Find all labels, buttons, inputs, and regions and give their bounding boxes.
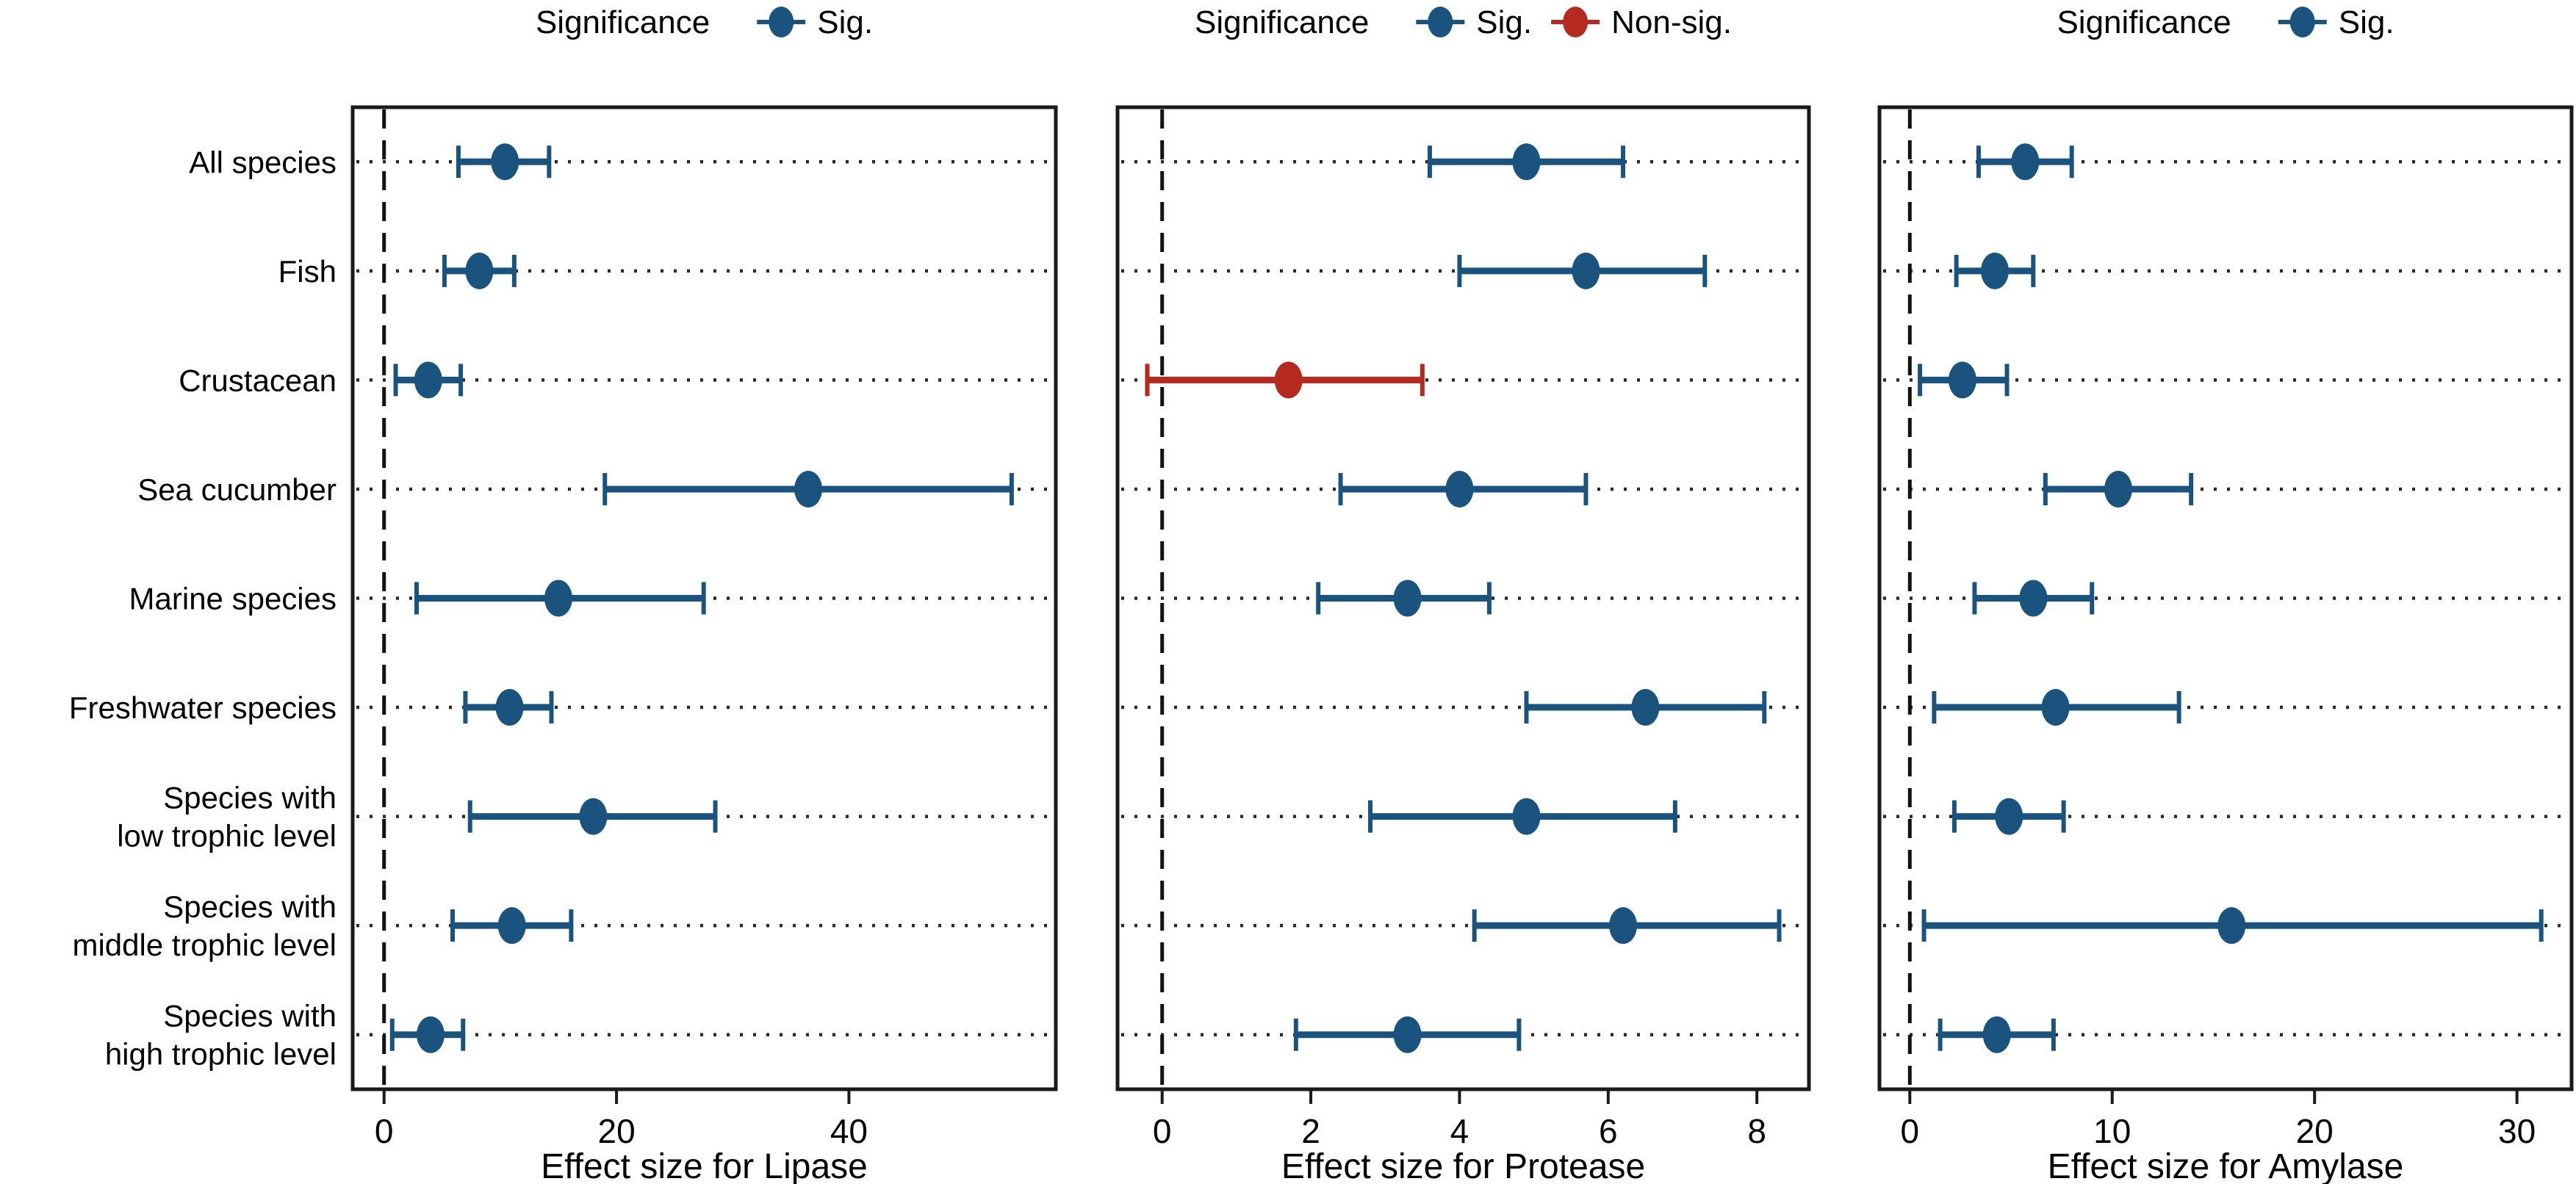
y-axis-category-label: Species with middle trophic level	[72, 889, 337, 962]
panel-legend: Significance Sig.	[536, 4, 873, 40]
point-estimate-dot	[2019, 580, 2048, 617]
point-estimate-dot	[1393, 580, 1422, 617]
y-axis-category-label: Fish	[278, 254, 337, 289]
y-axis-category-label: Species with high trophic level	[105, 999, 337, 1072]
point-estimate-dot	[491, 143, 519, 181]
x-tick-label: 30	[2498, 1112, 2536, 1150]
point-estimate-dot	[1512, 143, 1541, 181]
legend-entry-label: Non-sig.	[1611, 4, 1732, 40]
point-estimate-dot	[2041, 689, 2070, 726]
point-estimate-dot	[1995, 798, 2023, 835]
x-tick-label: 10	[2093, 1112, 2131, 1150]
point-estimate-dot	[414, 361, 442, 399]
point-estimate-dot	[1631, 689, 1660, 726]
x-tick-label: 20	[2296, 1112, 2334, 1150]
panel-legend: Significance Sig.	[2057, 4, 2394, 40]
panel-frame	[1115, 105, 1811, 1091]
panel-protease: 0 2 4 6 8 Effect size for Protease Significanc…	[1115, 4, 1811, 1184]
point-estimate-dot	[1274, 361, 1303, 399]
x-tick-label: 4	[1450, 1112, 1469, 1150]
point-estimate-dot	[1982, 1016, 2011, 1053]
legend-key-dot	[1563, 7, 1589, 37]
point-estimate-dot	[1572, 252, 1600, 289]
y-axis-category-label: Freshwater species	[69, 690, 337, 725]
legend-key-dot	[769, 7, 794, 37]
x-tick-label: 0	[1153, 1112, 1172, 1150]
legend-entry-label: Sig.	[2339, 4, 2395, 40]
y-axis-category-label: All species	[189, 145, 337, 179]
point-estimate-dot	[544, 580, 572, 617]
point-estimate-dot	[1609, 907, 1638, 945]
x-tick-label: 0	[375, 1112, 394, 1150]
legend-title: Significance	[1195, 4, 1369, 40]
point-estimate-dot	[2104, 470, 2133, 508]
point-estimate-dot	[579, 798, 608, 835]
point-estimate-dot	[416, 1016, 445, 1053]
y-axis-category-label: Marine species	[129, 582, 337, 616]
point-estimate-dot	[497, 907, 526, 945]
panel-legend: Significance Sig. Non-sig.	[1195, 4, 1732, 40]
panel-frame	[1877, 105, 2574, 1091]
y-axis-category-label: Sea cucumber	[137, 472, 337, 507]
x-tick-label: 40	[830, 1112, 868, 1150]
panel-amylase: 0 10 20 30 Effect size for Amylase Significan…	[1877, 4, 2574, 1184]
point-estimate-dot	[2011, 143, 2040, 181]
legend-key-dot	[2289, 7, 2315, 37]
legend-key-dot	[1428, 7, 1453, 37]
legend-entry-label: Sig.	[1476, 4, 1532, 40]
point-estimate-dot	[1981, 252, 2009, 289]
point-estimate-dot	[1512, 798, 1541, 835]
x-axis-title: Effect size for Protease	[1281, 1147, 1645, 1184]
x-tick-label: 0	[1901, 1112, 1920, 1150]
x-tick-label: 8	[1747, 1112, 1766, 1150]
legend-title: Significance	[536, 4, 710, 40]
point-estimate-dot	[1445, 470, 1474, 508]
x-tick-label: 20	[597, 1112, 635, 1150]
y-axis-category-label: Crustacean	[179, 363, 337, 397]
point-estimate-dot	[1948, 361, 1976, 399]
point-estimate-dot	[1393, 1016, 1422, 1053]
y-axis-category-label: Species with low trophic level	[117, 781, 337, 853]
x-tick-label: 2	[1301, 1112, 1320, 1150]
point-estimate-dot	[794, 470, 823, 508]
point-estimate-dot	[2217, 907, 2246, 945]
point-estimate-dot	[495, 689, 524, 726]
panel-frame	[350, 105, 1058, 1091]
legend-title: Significance	[2057, 4, 2231, 40]
point-estimate-dot	[465, 252, 494, 289]
x-axis-title: Effect size for Amylase	[2048, 1147, 2404, 1184]
x-tick-label: 6	[1599, 1112, 1618, 1150]
x-axis-title: Effect size for Lipase	[541, 1147, 868, 1184]
legend-entry-label: Sig.	[817, 4, 873, 40]
